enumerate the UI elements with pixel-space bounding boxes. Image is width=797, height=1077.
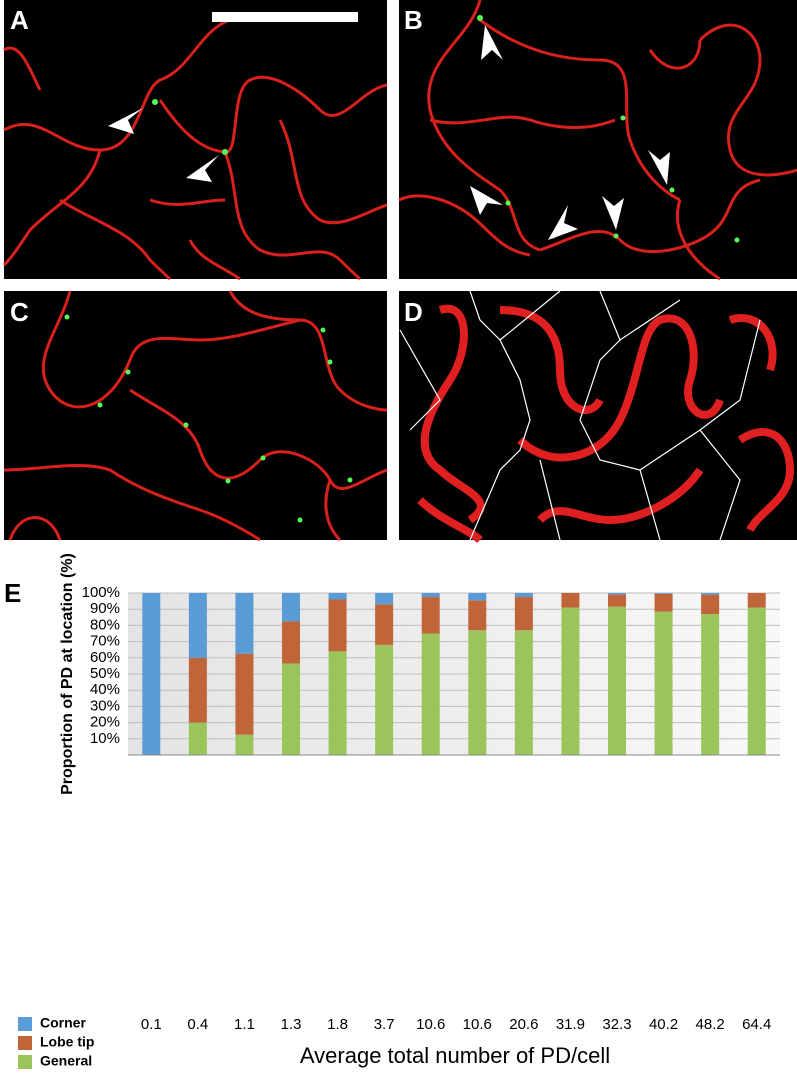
y-tick-label: 50% [90,665,120,682]
x-tick-label: 10.6 [463,1016,492,1033]
bar-segment [421,633,440,755]
legend-swatch [18,1055,32,1069]
bar-segment [328,599,347,652]
panel-label: B [404,5,423,35]
panel-label: C [10,297,29,327]
legend-swatch [18,1017,32,1031]
bar-segment [701,593,720,595]
y-tick-label: 30% [90,697,120,714]
x-tick-label: 31.9 [556,1016,585,1033]
legend-label: Corner [40,1015,86,1031]
bar-segment [282,663,300,755]
bar-segment [328,593,347,600]
bar-segment [282,593,300,622]
y-axis-label: Proportion of PD at location (%) [59,553,76,795]
bar-segment [188,593,207,658]
bar-segment [375,604,394,645]
bar-segment [747,593,766,608]
y-tick-label: 40% [90,681,120,698]
bar-segment [514,593,533,598]
bar-segment [375,593,394,605]
bar-segment [328,651,347,755]
micrograph-b [398,0,797,281]
x-tick-label: 20.6 [509,1016,538,1033]
panel-label: A [10,5,29,35]
bar-segment [654,593,673,594]
panel-labels: A B C D E [4,5,423,608]
x-tick-label: 1.8 [327,1016,348,1033]
y-tick-label: 10% [90,730,120,747]
y-tick-label: 20% [90,714,120,731]
x-tick-label: 1.3 [281,1016,302,1033]
x-tick-label: 48.2 [696,1016,725,1033]
bar-segment [654,593,673,612]
y-tick-label: 80% [90,616,120,633]
bar-segment [608,594,626,607]
bar-segment [235,734,254,755]
bar-segment [514,630,533,755]
legend-label: General [40,1053,92,1069]
bar-segment [142,593,161,755]
legend-swatch [18,1036,32,1050]
micrograph-a [2,0,388,281]
bar-segment [468,630,487,755]
bar-segment [747,607,766,755]
bar-segment [282,621,300,664]
bar-segment [421,597,440,634]
bar-segment [654,611,673,755]
x-tick-label: 0.4 [187,1016,208,1033]
panel-label: E [4,578,21,608]
y-tick-label: 70% [90,633,120,650]
bar-segment [514,597,533,631]
bar-segment [561,593,580,608]
y-tick-label: 100% [82,584,120,601]
bar-segment [701,594,720,615]
bar-segment [421,593,440,598]
y-tick-label: 90% [90,600,120,617]
y-tick-label: 60% [90,649,120,666]
micrograph-c [3,290,388,542]
x-tick-label: 3.7 [374,1016,395,1033]
bar-segment [468,600,487,631]
bar-segment [701,614,720,755]
x-tick-label: 64.4 [742,1016,771,1033]
x-tick-label: 40.2 [649,1016,678,1033]
bar-segment [608,593,626,595]
x-tick-label: 1.1 [234,1016,255,1033]
x-tick-label: 10.6 [416,1016,445,1033]
bar-segment [608,606,626,755]
bar-segment [235,593,254,654]
bar-segment [188,722,207,755]
micrograph-d [399,290,797,544]
x-tick-label: 32.3 [602,1016,631,1033]
bar-segment [188,657,207,723]
bar-segment [468,593,487,601]
bar-segment [561,607,580,755]
bar-segment [235,653,254,735]
panel-label: D [404,297,423,327]
bar-segment [375,644,394,755]
x-tick-label: 0.1 [141,1016,162,1033]
x-axis-label: Average total number of PD/cell [300,1043,610,1068]
legend-label: Lobe tip [40,1034,94,1050]
